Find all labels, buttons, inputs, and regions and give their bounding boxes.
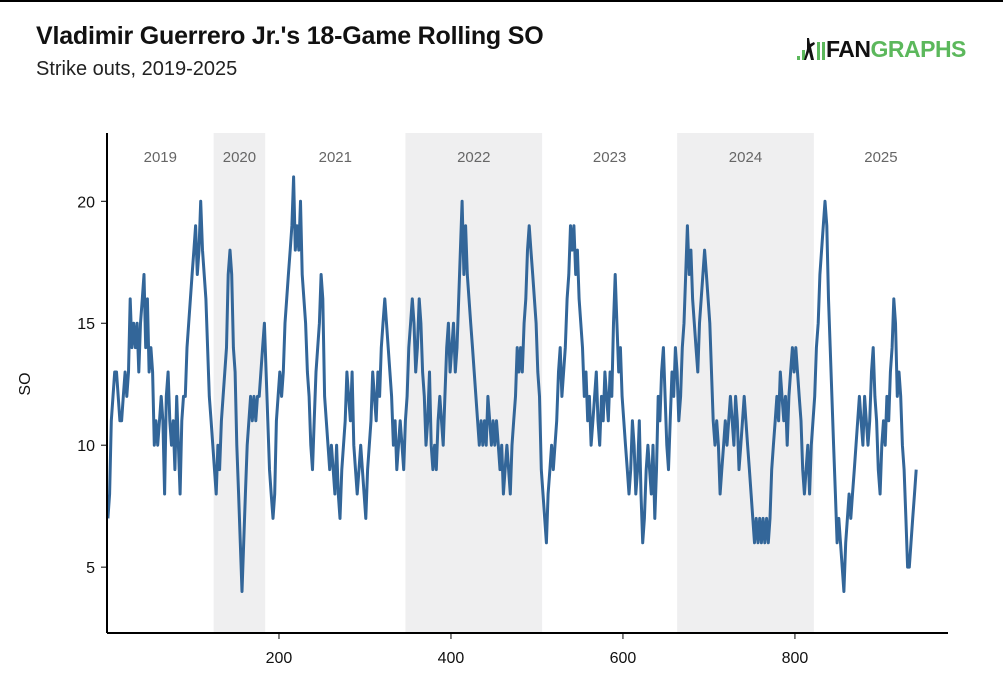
chart-title: Vladimir Guerrero Jr.'s 18-Game Rolling … xyxy=(36,22,544,50)
season-label: 2025 xyxy=(864,149,897,166)
y-tick-label: 20 xyxy=(77,194,95,211)
season-label: 2019 xyxy=(144,149,177,166)
season-label: 2024 xyxy=(729,149,762,166)
y-tick-label: 15 xyxy=(77,316,95,333)
season-label: 2020 xyxy=(223,149,256,166)
season-label: 2022 xyxy=(457,149,490,166)
fangraphs-logo: FAN GRAPHS xyxy=(796,34,966,64)
y-tick-label: 10 xyxy=(77,438,95,455)
y-axis-title: SO xyxy=(17,372,34,395)
y-ticks: 5 10 15 20 xyxy=(77,194,107,577)
season-shades xyxy=(213,133,814,633)
series-line xyxy=(106,175,918,593)
batter-bars-icon xyxy=(797,38,825,60)
season-label: 2023 xyxy=(593,149,626,166)
x-tick-label: 200 xyxy=(266,650,293,667)
season-shade-2024 xyxy=(677,133,814,633)
x-tick-label: 600 xyxy=(610,650,637,667)
logo-text-graphs: GRAPHS xyxy=(870,35,967,62)
season-labels: 2019 2020 2021 2022 2023 2024 2025 xyxy=(144,149,898,166)
x-tick-label: 800 xyxy=(782,650,809,667)
season-label: 2021 xyxy=(319,149,352,166)
top-rule xyxy=(0,0,1003,2)
y-tick-label: 5 xyxy=(86,560,95,577)
chart-subtitle: Strike outs, 2019-2025 xyxy=(36,58,238,80)
x-tick-label: 400 xyxy=(438,650,465,667)
x-ticks: 200 400 600 800 xyxy=(266,633,809,667)
logo-text-fan: FAN xyxy=(826,35,871,62)
